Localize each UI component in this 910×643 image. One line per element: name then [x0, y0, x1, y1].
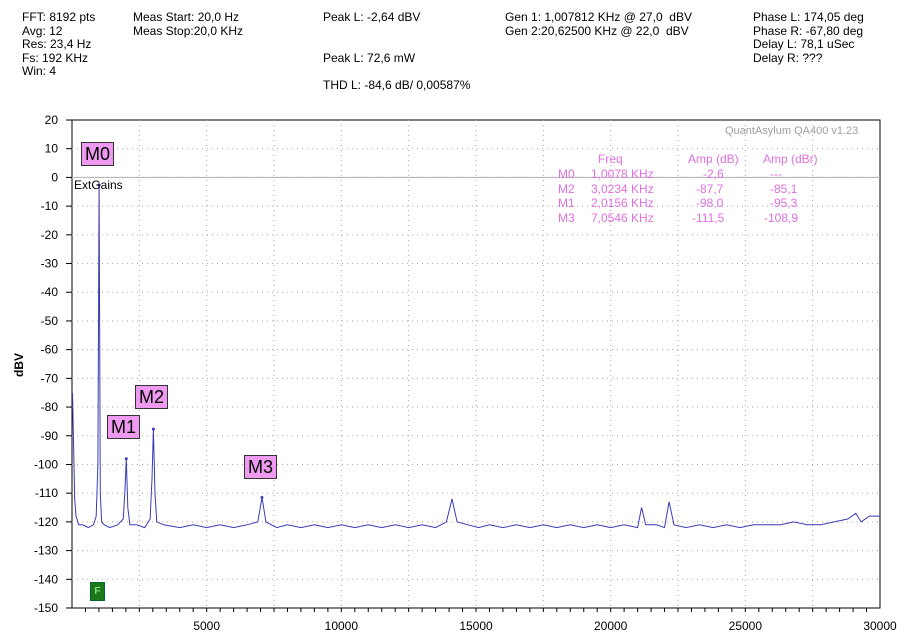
marker-table-header-freq: Freq: [598, 152, 623, 166]
y-tick-label: -140: [34, 572, 58, 586]
x-tick-label: 20000: [594, 619, 628, 633]
header-line: Phase R: -67,80 deg: [753, 23, 864, 38]
y-tick-label: -20: [41, 228, 59, 242]
y-tick-label: -60: [41, 343, 59, 357]
marker-point: [97, 183, 101, 187]
marker-m2-label[interactable]: M2: [135, 385, 169, 409]
x-tick-label: 30000: [863, 619, 897, 633]
header-line: Res: 23,4 Hz: [22, 37, 92, 51]
marker-row-name: M1: [558, 196, 575, 210]
marker-row-amp: -2,6: [703, 167, 724, 181]
header-line: Peak L: 72,6 mW: [323, 50, 416, 65]
marker-point: [124, 457, 128, 461]
header-line: Gen 2:20,62500 KHz @ 22,0 dBV: [505, 23, 689, 38]
header-line: FFT: 8192 pts: [22, 10, 96, 24]
x-tick-label: 10000: [325, 619, 359, 633]
marker-row-amp: -98,0: [696, 196, 724, 210]
marker-row-ampr: ---: [770, 167, 782, 181]
header-line: Meas Stop:20,0 KHz: [133, 23, 244, 38]
y-tick-label: 0: [51, 170, 58, 184]
marker-table-header-ampr: Amp (dBr): [763, 152, 818, 166]
generator-panel: Gen 1: 1,007812 KHz @ 27,0 dBV Gen 2:20,6…: [505, 10, 692, 38]
y-tick-label: -90: [41, 429, 59, 443]
header-line: Delay L: 78,1 uSec: [753, 37, 855, 51]
marker-row-name: M2: [558, 181, 575, 196]
marker-row-freq: 2,0156 KHz: [591, 196, 654, 210]
header-line: Peak L: -2,64 dBV: [323, 10, 421, 24]
marker-row-ampr: -108,9: [764, 210, 799, 225]
fft-info-panel: FFT: 8192 pts Avg: 12 Res: 23,4 Hz Fs: 192 …: [22, 10, 96, 79]
marker-row-amp: -111,5: [692, 210, 725, 225]
marker-table-header-amp: Amp (dB): [688, 152, 739, 166]
y-tick-label: -80: [41, 400, 59, 414]
x-tick-label: 15000: [459, 619, 493, 633]
marker-row-name: M3: [558, 210, 575, 225]
marker-row-ampr: -95,3: [770, 196, 798, 210]
header-line: Delay R: ???: [753, 50, 823, 65]
marker-m1-label[interactable]: M1: [107, 415, 141, 439]
marker-m3-label[interactable]: M3: [244, 455, 278, 479]
peak-thd-panel: Peak L: -2,64 dBV Peak L: 72,6 mW THD L: -…: [323, 10, 471, 92]
marker-table: Freq Amp (dB) Amp (dBr) M0 1,0078 KHz -2…: [558, 152, 858, 232]
phase-delay-panel: Phase L: 174,05 deg Phase R: -67,80 deg De…: [753, 10, 864, 65]
x-tick-label: 25000: [729, 619, 763, 633]
y-tick-label: -50: [41, 314, 59, 328]
marker-row-freq: 3,0234 KHz: [591, 181, 654, 196]
header-line: Phase L: 174,05 deg: [753, 10, 864, 24]
marker-row-freq: 1,0078 KHz: [591, 167, 654, 181]
marker-row-name: M0: [558, 167, 575, 181]
marker-m0-label[interactable]: M0: [81, 142, 115, 166]
y-tick-label: -150: [34, 601, 58, 615]
marker-point: [260, 495, 264, 499]
watermark-label: QuantAsylum QA400 v1.23: [725, 125, 859, 137]
y-tick-label: -110: [35, 486, 58, 500]
marker-row-ampr: -85,1: [770, 181, 798, 196]
y-tick-label: 20: [45, 113, 59, 127]
y-tick-label: -130: [34, 544, 58, 558]
header-line: Gen 1: 1,007812 KHz @ 27,0 dBV: [505, 10, 692, 24]
y-tick-label: -10: [41, 199, 59, 213]
trigger-indicator[interactable]: F: [90, 582, 105, 601]
y-tick-label: -30: [41, 257, 59, 271]
ext-gains-label: ExtGains: [74, 178, 123, 192]
measurement-range-panel: Meas Start: 20,0 Hz Meas Stop:20,0 KHz: [133, 10, 244, 38]
marker-row-freq: 7,0546 KHz: [591, 210, 654, 225]
marker-row-amp: -87,7: [696, 181, 724, 196]
y-tick-label: -100: [34, 457, 58, 471]
header-line: Win: 4: [22, 64, 57, 78]
header-line: Fs: 192 KHz: [22, 50, 89, 65]
spectrum-trace: [72, 184, 880, 529]
header-line: Meas Start: 20,0 Hz: [133, 10, 240, 24]
y-tick-label: 10: [45, 142, 59, 156]
x-tick-label: 5000: [193, 619, 220, 633]
header-line: THD L: -84,6 dB/ 0,00587%: [323, 77, 471, 92]
y-tick-label: -70: [41, 371, 59, 385]
y-tick-label: -40: [41, 285, 59, 299]
marker-point: [151, 427, 155, 431]
y-tick-label: -120: [34, 515, 58, 529]
header-line: Avg: 12: [22, 23, 63, 38]
y-axis-label: dBV: [12, 353, 26, 377]
